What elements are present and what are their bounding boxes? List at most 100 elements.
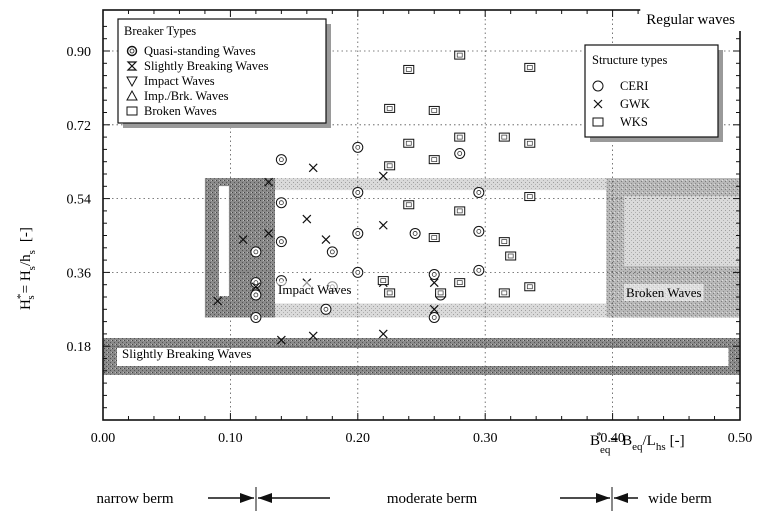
point-wks-18	[454, 278, 466, 288]
point-ceri-3	[275, 197, 287, 209]
point-wks-17	[377, 276, 389, 286]
point-ceri-21	[250, 312, 262, 323]
y-tick-label: 0.36	[67, 266, 92, 281]
x-tick-label: 0.40	[600, 431, 625, 446]
legend-breaker-label-slightly: Slightly Breaking Waves	[144, 59, 269, 73]
point-gwk-13	[276, 335, 286, 345]
point-ceri-22	[428, 312, 440, 323]
legend-breaker-label-quasi: Quasi-standing Waves	[144, 44, 256, 58]
points-layer	[213, 50, 536, 345]
point-ceri-0	[275, 154, 287, 166]
point-ceri-6	[275, 236, 287, 248]
x-title-rest: = B	[610, 433, 632, 449]
legend-breaker-symbol-slightly	[126, 61, 138, 71]
legend-structure-symbol-circle	[592, 80, 604, 92]
legend-breaker-symbol-quasi	[126, 45, 138, 57]
legend-structure-symbol-cross	[593, 99, 603, 109]
point-wks-14	[428, 233, 440, 243]
point-wks-0	[454, 50, 466, 60]
point-wks-9	[384, 161, 396, 171]
point-wks-5	[403, 138, 415, 148]
berm-arrow-wide-head	[614, 493, 628, 503]
legend-structure-label-wks: WKS	[620, 115, 648, 129]
berm-label-moderate: moderate berm	[387, 491, 478, 507]
point-gwk-1	[378, 171, 388, 181]
legend-breaker-types: Breaker Types Quasi-standing WavesSlightl…	[117, 18, 331, 128]
point-wks-13	[524, 192, 536, 202]
x-tick-label: 0.50	[728, 431, 753, 446]
point-wks-22	[498, 288, 510, 298]
point-gwk-3	[302, 214, 312, 224]
point-wks-8	[524, 138, 536, 148]
point-wks-6	[454, 132, 466, 142]
point-wks-3	[384, 103, 396, 113]
y-title-main: H	[18, 299, 34, 310]
x-axis-title-text: Beq * = Beq/Lhs [-]	[590, 430, 685, 456]
y-title-sup: *	[15, 294, 27, 300]
region-label-broken-bg	[624, 284, 704, 301]
point-wks-11	[403, 200, 415, 210]
region-broken-inner	[624, 196, 740, 267]
legend-structure-symbol-square	[592, 117, 604, 127]
x-title-main: B	[590, 433, 600, 449]
berm-range-indicator: narrow berm moderate berm wide berm	[96, 487, 712, 511]
legend-structure-box	[584, 44, 719, 138]
region-label-impact: Impact Waves	[276, 281, 354, 298]
region-label-slightly-text: Slightly Breaking Waves	[122, 346, 251, 361]
point-wks-16	[505, 251, 517, 261]
legend-structure-types: Structure types CERI GWK WKS	[584, 44, 723, 142]
point-wks-12	[454, 206, 466, 216]
y-tick-label: 0.54	[67, 193, 92, 208]
legend-breaker-label-impact: Impact Waves	[144, 74, 215, 88]
region-label-broken: Broken Waves	[624, 284, 704, 301]
x-title-sub2: eq	[632, 441, 643, 453]
point-ceri-2	[454, 148, 466, 159]
y-title-sub3: s	[26, 250, 38, 254]
legend-layer: Breaker Types Quasi-standing WavesSlightl…	[117, 18, 723, 142]
legend-breaker-box	[117, 18, 327, 124]
plot-frame	[102, 9, 741, 421]
y-title-unit: [-]	[18, 227, 34, 242]
y-title-sub2: s	[26, 266, 38, 270]
point-ceri-8	[409, 227, 421, 239]
point-wks-2	[524, 62, 536, 72]
point-gwk-2	[264, 177, 274, 187]
berm-arrow-moderate-right-head	[596, 493, 610, 503]
x-tick-label: 0.20	[346, 431, 371, 446]
legend-structure-label-gwk: GWK	[620, 97, 650, 111]
point-ceri-13	[428, 268, 440, 280]
point-ceri-14	[473, 264, 485, 276]
point-gwk-4	[378, 220, 388, 230]
y-tick-label: 0.72	[67, 119, 92, 134]
point-gwk-7	[321, 235, 331, 245]
region-label-impact-text: Impact Waves	[278, 282, 351, 297]
point-wks-21	[435, 288, 447, 298]
point-gwk-14	[308, 331, 318, 341]
point-wks-4	[428, 105, 440, 115]
point-wks-20	[384, 288, 396, 298]
region-slightly-inner	[117, 348, 729, 366]
point-gwk-15	[378, 329, 388, 339]
y-title-rest2: /h	[18, 254, 34, 266]
point-wks-10	[428, 155, 440, 165]
point-gwk-5	[238, 235, 248, 245]
y-title-rest: = H	[18, 270, 34, 293]
berm-label-narrow: narrow berm	[96, 491, 173, 507]
legend-structure-label-ceri: CERI	[620, 79, 648, 93]
legend-breaker-symbol-impbrk	[126, 89, 138, 101]
berm-label-wide: wide berm	[648, 491, 712, 507]
legend-breaker-symbol-impact	[126, 76, 138, 88]
point-ceri-5	[473, 186, 485, 198]
y-tick-label: 0.90	[67, 45, 92, 60]
point-gwk-6	[264, 229, 274, 238]
point-ceri-15	[250, 277, 262, 289]
region-label-slightly: Slightly Breaking Waves	[122, 346, 251, 361]
x-title-sub: eq	[600, 444, 611, 456]
point-gwk-8	[251, 282, 261, 292]
y-axis-title: H*s= Hs/hs[-]	[15, 227, 38, 310]
berm-arrow-moderate-left-head	[258, 493, 272, 503]
chart-title-box	[640, 9, 742, 31]
berm-arrow-narrow-head	[240, 493, 254, 503]
chart-title: Regular waves	[646, 12, 735, 28]
